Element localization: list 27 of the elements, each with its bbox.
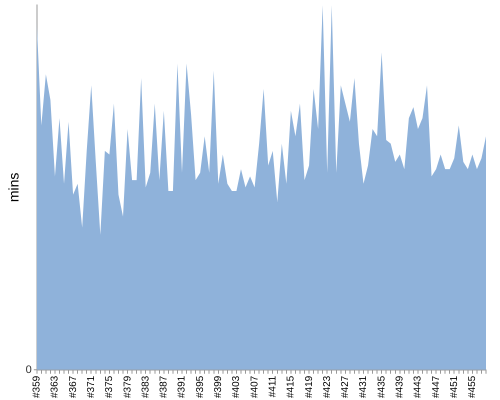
x-tick-label: #399 xyxy=(213,375,224,398)
x-tick-label: #427 xyxy=(340,375,352,398)
x-tick-label: #371 xyxy=(86,375,97,398)
x-tick-label: #415 xyxy=(286,375,297,398)
x-tick-label: #407 xyxy=(249,375,260,398)
x-tick-label: #451 xyxy=(448,375,460,398)
x-tick-label: #447 xyxy=(430,375,442,398)
x-tick-label: #387 xyxy=(158,375,170,398)
x-tick-label: #359 xyxy=(32,375,43,398)
x-tick-label: #375 xyxy=(104,375,116,398)
x-tick-label: #439 xyxy=(394,375,406,398)
x-tick-label: #383 xyxy=(140,375,152,398)
y-axis-title: mins xyxy=(5,172,22,202)
text: 0 xyxy=(26,364,32,376)
x-tick-label: #379 xyxy=(122,375,134,398)
x-tick-label: #419 xyxy=(304,375,315,398)
x-tick-label: #395 xyxy=(194,375,206,398)
x-tick-label: #455 xyxy=(467,375,478,398)
x-tick-label: #435 xyxy=(376,375,388,398)
x-tick-label: #411 xyxy=(267,375,278,398)
x-tick-label: #367 xyxy=(68,375,79,398)
x-tick-label: #391 xyxy=(176,375,188,398)
x-tick-label: #431 xyxy=(358,375,370,398)
x-tick-label: #403 xyxy=(231,375,242,398)
x-tick-label: #423 xyxy=(322,375,333,398)
x-tick-label: #443 xyxy=(412,375,424,398)
x-tick-label: #363 xyxy=(50,375,61,398)
